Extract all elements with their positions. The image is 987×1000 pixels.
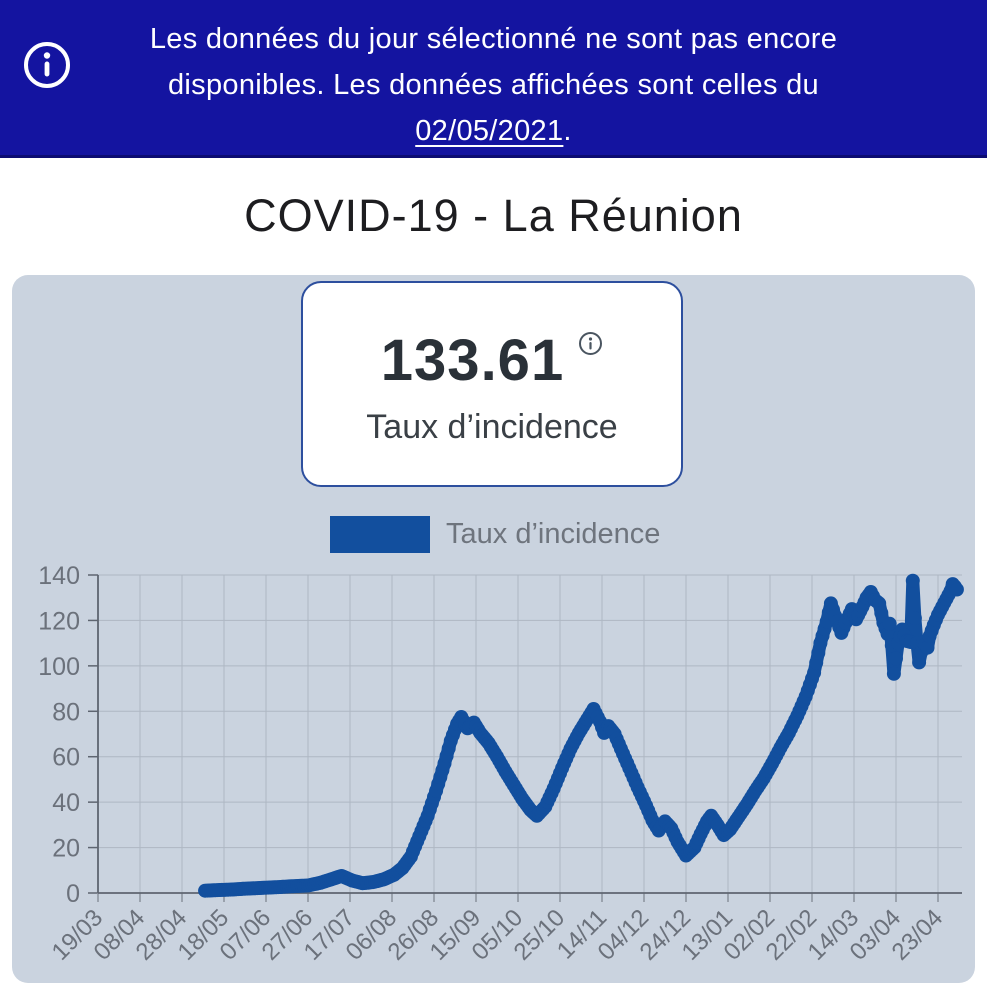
incidence-value: 133.61	[380, 328, 565, 393]
incidence-label: Taux d’incidence	[366, 408, 618, 446]
legend-label: Taux d’incidence	[446, 517, 661, 550]
svg-text:100: 100	[38, 653, 80, 681]
svg-text:60: 60	[52, 744, 80, 772]
info-circle-icon	[22, 40, 72, 90]
svg-text:120: 120	[38, 607, 80, 635]
info-circle-icon[interactable]	[578, 331, 603, 356]
notice-message: Les données du jour sélectionné ne sont …	[94, 0, 894, 154]
notice-date-link[interactable]: 02/05/2021	[415, 115, 564, 147]
notice-banner: Les données du jour sélectionné ne sont …	[0, 0, 987, 158]
svg-text:20: 20	[52, 835, 80, 863]
incidence-stat-card: 133.61 Taux d’incidence	[301, 281, 683, 487]
svg-text:0: 0	[66, 880, 80, 908]
page-title: COVID-19 - La Réunion	[244, 190, 743, 241]
notice-period: .	[563, 115, 572, 147]
svg-text:140: 140	[38, 562, 80, 590]
chart-legend-item[interactable]: Taux d’incidence	[330, 515, 660, 553]
svg-text:80: 80	[52, 698, 80, 726]
svg-text:40: 40	[52, 789, 80, 817]
legend-swatch	[330, 515, 430, 553]
notice-message-text: Les données du jour sélectionné ne sont …	[149, 23, 838, 101]
incidence-chart[interactable]: 02040608010012014019/0308/0428/0418/0507…	[12, 556, 975, 983]
chart-panel: 133.61 Taux d’incidence Taux d’incidence…	[12, 275, 975, 983]
